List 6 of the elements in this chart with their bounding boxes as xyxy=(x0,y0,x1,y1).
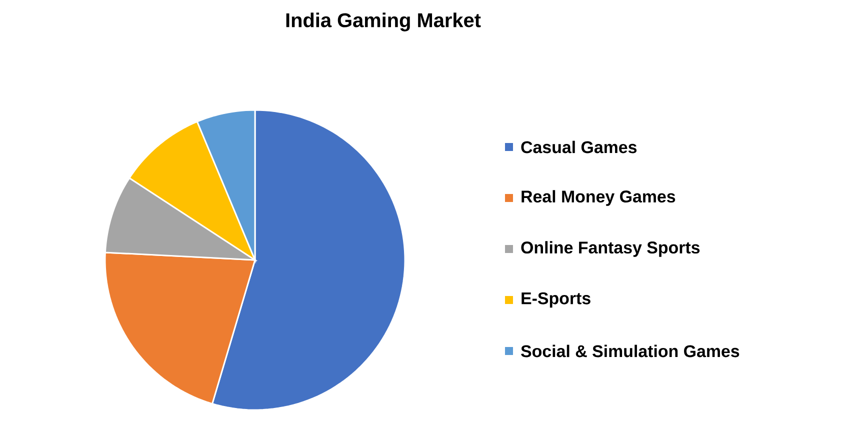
legend-label: Online Fantasy Sports xyxy=(521,241,700,257)
legend-label: E-Sports xyxy=(522,292,590,308)
legend-label: Social & Simulation Games xyxy=(521,344,740,358)
chart-title: India Gaming Market xyxy=(286,12,481,32)
legend-label: Real Money Games xyxy=(522,190,676,206)
legend-label: Casual Games xyxy=(521,140,637,154)
